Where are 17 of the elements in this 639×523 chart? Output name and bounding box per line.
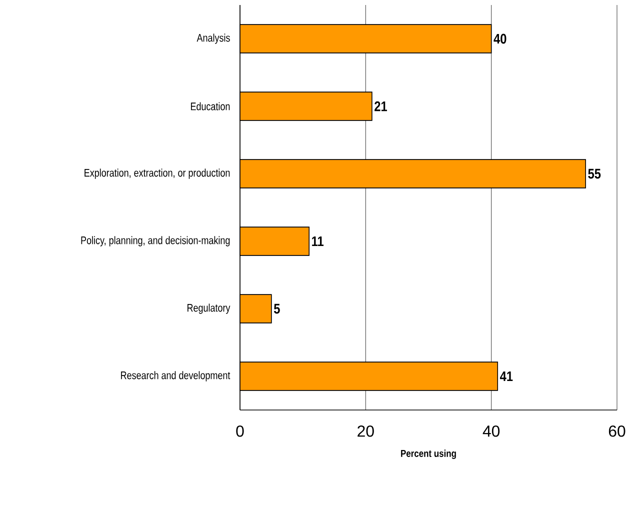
data-label: 21 bbox=[374, 101, 388, 112]
data-label: 5 bbox=[274, 304, 280, 314]
y-tick-label: Policy, planning, and decision-making bbox=[81, 236, 230, 246]
x-tick-label: 20 bbox=[358, 426, 374, 437]
y-tick-label: Education bbox=[190, 102, 230, 110]
y-tick-label: Exploration, extraction, or production bbox=[84, 168, 230, 179]
data-label: 11 bbox=[312, 236, 324, 246]
y-tick-label: Research and development bbox=[121, 371, 230, 382]
data-label: 40 bbox=[494, 34, 506, 44]
y-tick-label: Analysis bbox=[196, 34, 230, 44]
x-tick-label: 40 bbox=[482, 426, 500, 437]
data-label: 41 bbox=[500, 371, 513, 382]
x-axis-title: Percent using bbox=[401, 450, 456, 459]
x-tick-label: 60 bbox=[608, 426, 626, 437]
data-label: 55 bbox=[588, 168, 601, 179]
y-tick-label: Regulatory bbox=[188, 304, 230, 314]
x-tick-label: 0 bbox=[236, 426, 244, 437]
